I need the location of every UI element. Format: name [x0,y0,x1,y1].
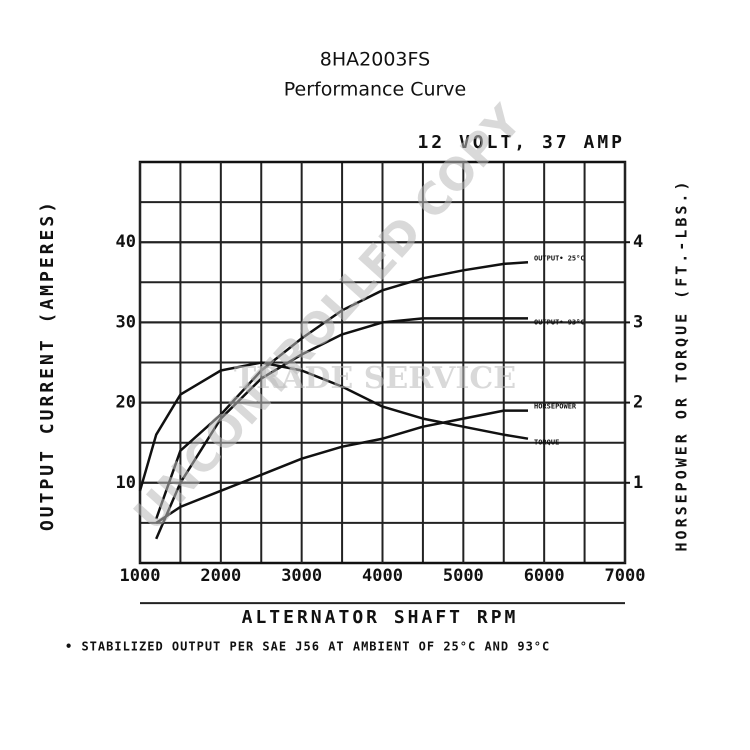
legend-label: OUTPUT• 25°C [534,254,585,262]
plot-area: 1000 2000 3000 4000 5000 6000 7000 10 20 30 40 1 2 3 4… [116,160,646,605]
series-line [155,409,528,524]
x-tick-label: 6000 [524,566,565,586]
y2-tick-label: 4 [633,232,643,252]
x-tick-label: 1000 [120,566,161,586]
y2-tick-label: 3 [633,312,643,332]
y-axis-label: OUTPUT CURRENT (AMPERES) [37,199,58,531]
y2-axis-label: HORSEPOWER OR TORQUE (FT.-LBS.) [673,179,691,552]
y2-tick-label: 2 [633,393,643,413]
series-line [155,317,528,540]
x-tick-label: 2000 [200,566,241,586]
y-tick-label: 10 [116,473,136,493]
y2-tick-label: 1 [633,473,643,493]
x-tick-label: 7000 [605,566,646,586]
legend-label: TORQUE [534,439,559,447]
y-tick-label: 20 [116,393,136,413]
series-line [138,361,529,492]
x-tick-label: 5000 [443,566,484,586]
x-tick-label: 3000 [281,566,322,586]
y-tick-label: 40 [116,232,136,252]
chart-subtitle: Performance Curve [284,79,467,101]
y-tick-label: 30 [116,312,136,332]
chart-title: 8HA2003FS [320,49,430,71]
legend-label: HORSEPOWER [534,403,577,411]
series-line [155,261,529,520]
rating-label: 12 VOLT, 37 AMP [417,132,625,153]
legend-label: OUTPUT• 93°C [534,318,585,326]
footnote: • STABILIZED OUTPUT PER SAE J56 AT AMBIE… [65,640,550,654]
watermark-logo: TRADE SERVICE [234,361,516,396]
x-tick-label: 4000 [362,566,403,586]
x-axis-label: ALTERNATOR SHAFT RPM [242,607,519,628]
